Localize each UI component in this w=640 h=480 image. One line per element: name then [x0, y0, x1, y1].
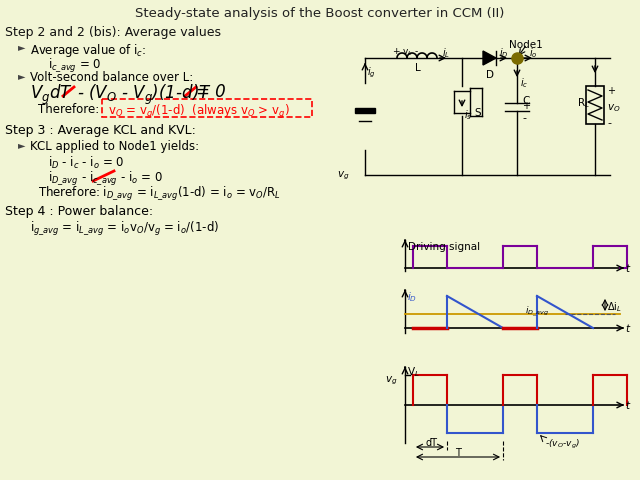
Text: Therefore: i$_{D\_avg}$ = i$_{L\_avg}$(1-d) = i$_o$ = v$_O$/R$_L$: Therefore: i$_{D\_avg}$ = i$_{L\_avg}$(1… [38, 185, 281, 203]
Text: i$_D$ - i$_c$ - i$_o$ = 0: i$_D$ - i$_c$ - i$_o$ = 0 [48, 155, 124, 171]
Text: Node1: Node1 [509, 40, 543, 50]
Text: v$_g$: v$_g$ [337, 170, 349, 182]
Text: Average value of i$_c$:: Average value of i$_c$: [30, 42, 147, 59]
Text: i$_{D\_avg}$ - i$_{c\_avg}$ - i$_o$ = 0: i$_{D\_avg}$ - i$_{c\_avg}$ - i$_o$ = 0 [48, 170, 163, 188]
Text: R$_L$: R$_L$ [577, 96, 590, 110]
Text: t: t [625, 264, 629, 274]
Text: Therefore:: Therefore: [38, 103, 99, 116]
Text: i$_o$: i$_o$ [529, 46, 538, 60]
Text: -: - [522, 113, 526, 123]
Text: D: D [486, 70, 494, 80]
Text: ►: ► [18, 140, 26, 150]
Text: i$_L$: i$_L$ [442, 46, 450, 60]
Text: t: t [625, 324, 629, 334]
Text: i$_{g\_avg}$ = i$_{L\_avg}$ = i$_o$v$_O$/v$_g$ = i$_o$/(1-d): i$_{g\_avg}$ = i$_{L\_avg}$ = i$_o$v$_O$… [30, 220, 219, 238]
Text: V$_L$: V$_L$ [407, 365, 420, 379]
Text: -: - [607, 118, 611, 128]
Text: ►: ► [18, 42, 26, 52]
Text: = 0: = 0 [196, 83, 226, 101]
Text: S: S [474, 108, 481, 118]
Text: Steady-state analysis of the Boost converter in CCM (II): Steady-state analysis of the Boost conve… [135, 7, 505, 20]
Text: i$_c$: i$_c$ [520, 76, 529, 90]
Bar [355, 108, 375, 113]
Text: i$_s$: i$_s$ [464, 108, 472, 122]
Text: +: + [607, 86, 615, 96]
Text: i$_{D\_avg}$: i$_{D\_avg}$ [525, 305, 549, 320]
Text: i$_D$: i$_D$ [407, 290, 417, 304]
Text: v$_g$: v$_g$ [385, 375, 397, 387]
Text: -(v$_O$-v$_g$): -(v$_O$-v$_g$) [545, 438, 580, 451]
Text: T: T [455, 448, 461, 458]
Text: i$_{c\_avg}$ = 0: i$_{c\_avg}$ = 0 [48, 57, 102, 75]
Text: t: t [625, 401, 629, 411]
Text: - (V$_O$ - V$_g$)(1-d)T: - (V$_O$ - V$_g$)(1-d)T [77, 83, 212, 107]
Text: i$_D$: i$_D$ [499, 46, 509, 60]
Text: v$_O$ = v$_g$/(1-d)  (always v$_O$ > v$_g$): v$_O$ = v$_g$/(1-d) (always v$_O$ > v$_g… [108, 103, 290, 121]
Text: $\Delta$i$_L$: $\Delta$i$_L$ [607, 300, 622, 314]
Text: Step 4 : Power balance:: Step 4 : Power balance: [5, 205, 153, 218]
Text: L: L [415, 63, 420, 73]
Text: + v$_L$ -: + v$_L$ - [392, 46, 419, 58]
Text: V$_g$dT: V$_g$dT [30, 83, 73, 107]
Text: C: C [522, 96, 529, 106]
Text: v$_O$: v$_O$ [607, 102, 621, 114]
Polygon shape [483, 51, 496, 65]
Text: Driving signal: Driving signal [408, 242, 480, 252]
Text: dT: dT [425, 438, 437, 448]
Text: KCL applied to Node1 yields:: KCL applied to Node1 yields: [30, 140, 199, 153]
Text: Step 2 and 2 (bis): Average values: Step 2 and 2 (bis): Average values [5, 26, 221, 39]
Text: +: + [522, 101, 530, 111]
Bar [586, 86, 604, 124]
Text: ►: ► [18, 71, 26, 81]
Text: Step 3 : Average KCL and KVL:: Step 3 : Average KCL and KVL: [5, 124, 196, 137]
Text: Volt-second balance over L:: Volt-second balance over L: [30, 71, 193, 84]
Text: i$_g$: i$_g$ [367, 66, 376, 80]
